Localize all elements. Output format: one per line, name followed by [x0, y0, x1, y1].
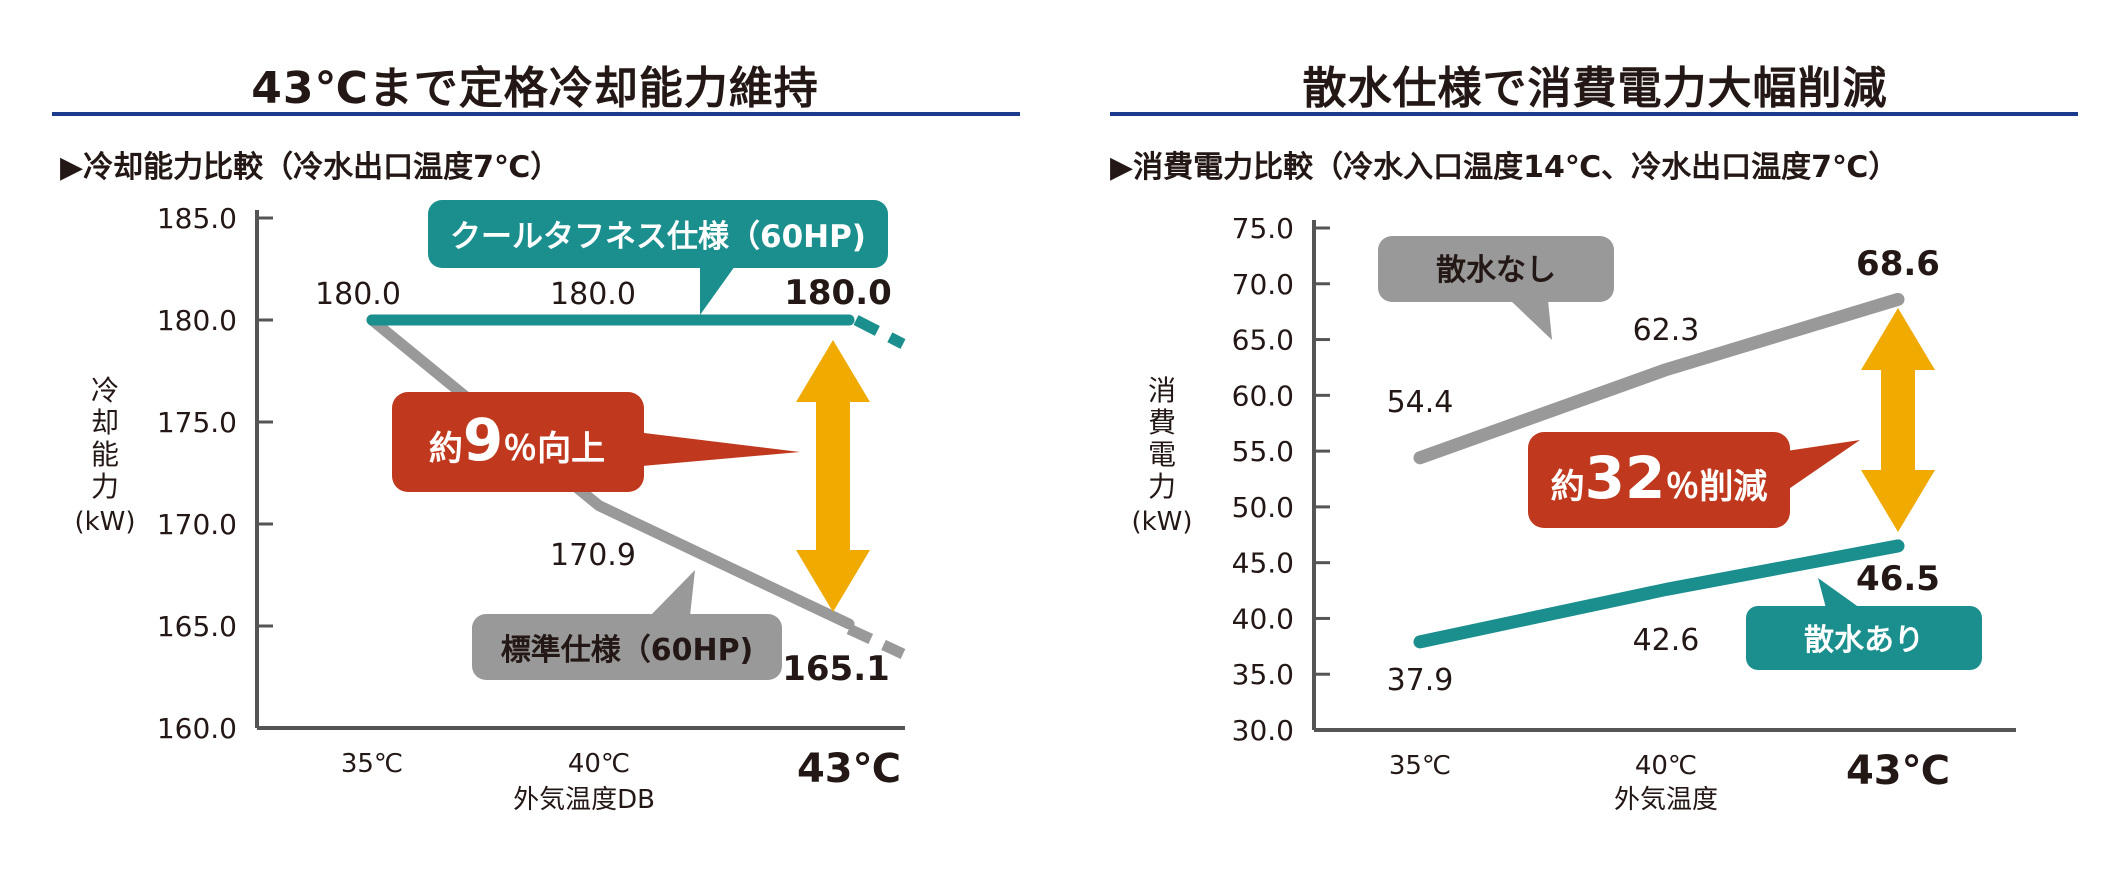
x-axis-label: 外気温度DB	[513, 785, 655, 815]
y-axis-label: 力	[1148, 470, 1176, 503]
series-extension-standard	[846, 623, 906, 659]
y-tick-label: 75.0	[1232, 212, 1294, 245]
data-label: 54.4	[1387, 385, 1454, 420]
y-tick-label: 45.0	[1232, 547, 1294, 580]
data-label: 42.6	[1633, 623, 1700, 658]
x-tick-label: 40℃	[568, 749, 630, 779]
y-tick-label: 165.0	[157, 610, 237, 643]
x-tick-label: 43℃	[797, 746, 901, 792]
data-label: 180.0	[315, 277, 401, 312]
chart-panel-cooling: 43℃まで定格冷却能力維持 ▶冷却能力比較（冷水出口温度7℃）	[50, 0, 1020, 874]
data-label: 165.1	[782, 649, 890, 689]
data-label: 37.9	[1387, 663, 1454, 698]
y-axis-label: 力	[91, 470, 119, 503]
y-axis-label: 能	[91, 438, 119, 471]
y-tick-label: 30.0	[1232, 714, 1294, 747]
y-tick-label: 35.0	[1232, 658, 1294, 691]
callout-pointer	[700, 266, 735, 315]
x-tick-label: 40℃	[1635, 751, 1697, 781]
callout-pointer	[650, 570, 695, 616]
chart-panel-power: 散水仕様で消費電力大幅削減 ▶消費電力比較（冷水入口温度14℃、冷水出口温度7℃…	[1110, 0, 2080, 874]
x-tick-label: 35℃	[341, 749, 403, 779]
legend-label-spray: 散水あり	[1804, 623, 1924, 658]
series-line-standard	[366, 314, 855, 630]
data-label: 68.6	[1856, 244, 1940, 284]
data-label: 62.3	[1633, 313, 1700, 348]
y-axis-label: (kW)	[1131, 507, 1192, 537]
series-line-spray	[1413, 539, 1905, 649]
callout-pointer	[1818, 578, 1860, 608]
chart-subtitle: ▶冷却能力比較（冷水出口温度7℃）	[60, 150, 561, 185]
x-axis-label: 外気温度	[1614, 785, 1718, 815]
title-rule	[52, 112, 1020, 116]
difference-arrow	[796, 340, 870, 612]
y-tick-label: 50.0	[1232, 491, 1294, 524]
callout-pointer	[620, 430, 800, 468]
callout-improvement	[392, 392, 644, 492]
legend-callout-no-spray	[1378, 236, 1614, 302]
y-tick-label: 175.0	[157, 406, 237, 439]
title-rule	[1110, 112, 2078, 116]
y-tick-label: 170.0	[157, 508, 237, 541]
data-label: 180.0	[784, 273, 892, 313]
y-axis-label: 冷	[91, 374, 119, 407]
y-axis-label: 電	[1148, 438, 1176, 471]
data-label: 180.0	[550, 277, 636, 312]
y-tick-label: 160.0	[157, 712, 237, 745]
legend-label-standard: 標準仕様（60HP)	[501, 633, 754, 668]
chart-subtitle: ▶消費電力比較（冷水入口温度14℃、冷水出口温度7℃）	[1110, 150, 1899, 185]
data-label: 170.9	[550, 538, 636, 573]
legend-label-no-spray: 散水なし	[1436, 253, 1556, 288]
callout-improvement-text: 約9％向上	[429, 406, 605, 474]
panel-title: 散水仕様で消費電力大幅削減	[1302, 63, 1888, 114]
data-label: 46.5	[1856, 559, 1940, 599]
y-axis-label: 消	[1148, 374, 1176, 407]
y-tick-label: 60.0	[1232, 379, 1294, 412]
legend-callout-spray	[1746, 606, 1982, 670]
panel-title: 43℃まで定格冷却能力維持	[251, 63, 819, 114]
y-axis-label: 費	[1148, 406, 1176, 439]
series-line-no-spray	[1413, 292, 1905, 465]
legend-label-cool-toughness: クールタフネス仕様（60HP)	[450, 219, 866, 255]
callout-pointer	[1510, 300, 1552, 340]
y-axis-label: 却	[91, 406, 119, 439]
legend-callout-cool-toughness	[428, 200, 888, 268]
x-tick-label: 43℃	[1846, 748, 1950, 794]
y-tick-label: 55.0	[1232, 435, 1294, 468]
y-tick-label: 180.0	[157, 304, 237, 337]
y-axis-label: (kW)	[74, 507, 135, 537]
series-extension-cool-toughness	[853, 315, 906, 349]
y-tick-label: 70.0	[1232, 268, 1294, 301]
y-tick-label: 185.0	[157, 202, 237, 235]
callout-reduction-text: 約32％削減	[1551, 444, 1768, 512]
legend-callout-standard	[472, 614, 782, 680]
callout-reduction	[1528, 432, 1790, 528]
difference-arrow	[1861, 308, 1935, 532]
y-tick-label: 65.0	[1232, 324, 1294, 357]
y-tick-label: 40.0	[1232, 602, 1294, 635]
x-tick-label: 35℃	[1389, 751, 1451, 781]
